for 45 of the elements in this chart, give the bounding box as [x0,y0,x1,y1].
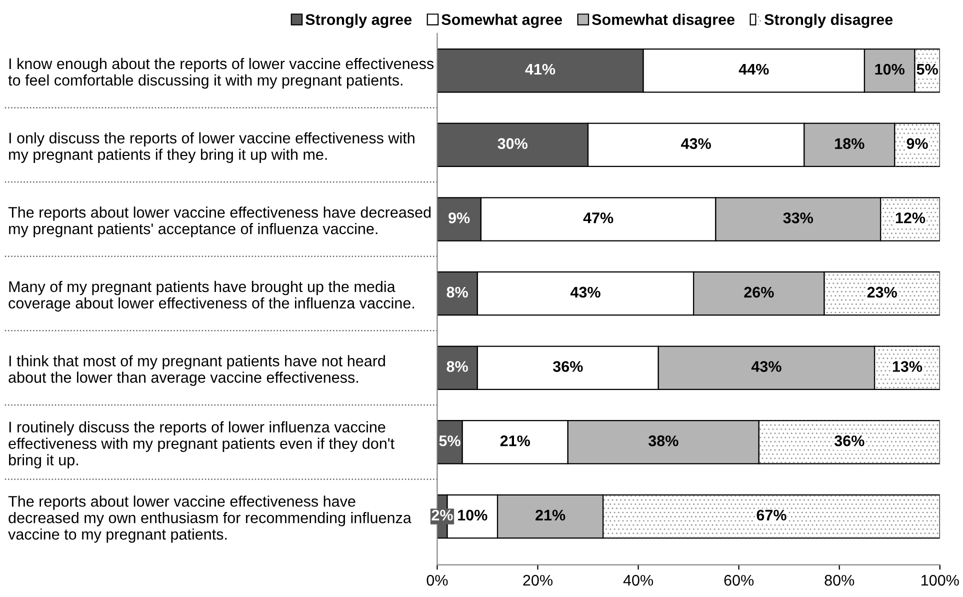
data-label: 5% [439,435,460,446]
data-label: 30% [498,138,528,150]
data-label: 21% [536,510,566,521]
data-label: 5% [916,64,938,75]
legend-label: Strongly disagree [764,14,893,28]
data-label: 41% [525,64,556,75]
x-tick-label: 0% [426,574,448,586]
data-label: 21% [500,435,530,446]
data-label: 44% [738,64,769,75]
y-tick-label: I routinely discuss the reports of lower influenza vaccine effectiveness with my pregnant patients even if they don't bring it up. [8,421,394,468]
data-label: 43% [681,138,711,150]
data-label: 43% [570,286,600,298]
y-tick-label: I know enough about the reports of lower vaccine effectiveness to feel comfortable discussing it with my pregnant patients. [8,58,434,89]
data-label: 2% [432,510,453,521]
data-label: 26% [744,286,774,298]
y-tick-label: Many of my pregnant patients have brought up the media coverage about lower effectiveness of the influenza vaccine. [8,280,414,312]
y-tick-label: I only discuss the reports of lower vaccine effectiveness with my pregnant patients if they bring it up with me. [9,132,414,163]
data-label: 13% [892,361,922,372]
data-label: 23% [867,286,897,298]
data-label: 36% [834,435,864,446]
data-label: 12% [896,212,926,224]
legend-label: Somewhat disagree [592,14,735,28]
x-tick-label: 80% [824,574,854,586]
x-tick-label: 60% [724,574,754,586]
data-label: 67% [756,510,786,521]
data-label: 10% [458,510,488,521]
data-label: 9% [906,138,928,149]
legend-label: Strongly agree [306,14,412,28]
y-tick-label: I think that most of my pregnant patients have not heard about the lower than average vaccine effectiveness. [8,355,385,386]
data-label: 10% [875,64,905,75]
data-label: 43% [751,361,782,372]
legend-label: Somewhat agree [442,14,562,28]
y-tick-label: The reports about lower vaccine effectiveness have decreased my pregnant patients' acceptance of influenza vaccine. [8,206,431,238]
data-label: 38% [648,435,678,446]
data-label: 33% [783,212,814,224]
x-tick-label: 20% [523,574,552,586]
data-label: 36% [552,361,583,372]
data-label: 18% [835,138,864,149]
data-label: 8% [446,286,468,298]
x-tick-label: 100% [922,574,959,586]
data-label: 8% [446,361,468,372]
x-tick-label: 40% [623,574,654,586]
data-label: 47% [583,212,614,224]
data-label: 9% [448,212,470,224]
y-tick-label: The reports about lower vaccine effectiveness have decreased my own enthusiasm for recommending influenza vaccine to my pregnant patients. [8,496,412,543]
